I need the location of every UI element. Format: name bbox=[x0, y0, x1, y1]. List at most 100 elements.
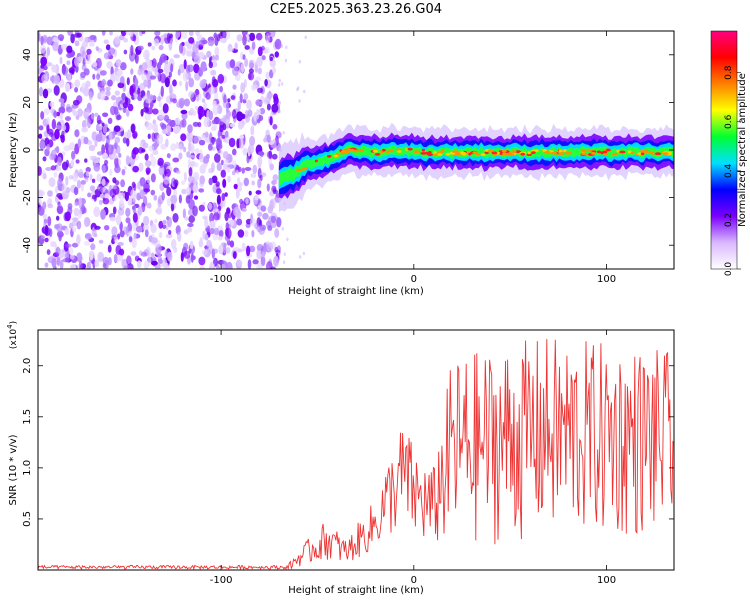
noise-speck bbox=[199, 175, 205, 185]
noise-speck bbox=[174, 125, 181, 134]
noise-speck bbox=[195, 105, 199, 110]
noise-speck bbox=[64, 227, 70, 236]
noise-speck bbox=[71, 150, 76, 160]
noise-speck bbox=[151, 45, 156, 51]
noise-speck bbox=[98, 239, 104, 244]
noise-speck bbox=[239, 93, 243, 104]
noise-speck bbox=[83, 68, 90, 76]
snr-plot-area bbox=[38, 339, 674, 570]
noise-speck bbox=[122, 102, 129, 109]
noise-speck bbox=[270, 215, 277, 224]
noise-speck bbox=[141, 251, 148, 257]
noise-speck bbox=[245, 198, 249, 205]
noise-speck bbox=[118, 248, 125, 256]
signal-hotspot bbox=[514, 150, 522, 154]
noise-speck bbox=[56, 256, 61, 267]
noise-speck bbox=[154, 218, 158, 224]
signal-hotspot bbox=[520, 152, 525, 156]
noise-speck bbox=[106, 136, 110, 147]
noise-speck bbox=[156, 133, 164, 145]
noise-speck bbox=[114, 136, 121, 144]
colorbar-tick-label: 0.4 bbox=[724, 163, 734, 178]
noise-speck bbox=[72, 172, 78, 182]
noise-speck bbox=[246, 245, 251, 257]
noise-speck bbox=[166, 153, 171, 159]
noise-speck bbox=[125, 217, 131, 224]
noise-speck bbox=[198, 256, 206, 266]
noise-speck bbox=[227, 166, 231, 173]
noise-speck bbox=[239, 138, 245, 149]
noise-speck bbox=[174, 117, 179, 126]
noise-speck bbox=[85, 108, 90, 116]
noise-speck bbox=[175, 142, 180, 150]
noise-speck bbox=[178, 152, 183, 160]
noise-speck bbox=[224, 130, 229, 138]
noise-speck bbox=[204, 217, 209, 228]
noise-speck bbox=[216, 188, 222, 195]
signal-hotspot bbox=[564, 151, 572, 155]
noise-speck bbox=[254, 194, 259, 201]
signal-hotspot bbox=[433, 153, 439, 157]
noise-speck bbox=[61, 183, 67, 194]
noise-speck bbox=[298, 59, 301, 64]
noise-speck bbox=[102, 263, 107, 269]
noise-speck bbox=[55, 146, 60, 154]
noise-speck bbox=[200, 61, 207, 72]
noise-speck bbox=[180, 251, 184, 262]
noise-speck bbox=[282, 131, 285, 135]
noise-speck bbox=[78, 168, 84, 178]
noise-speck bbox=[95, 57, 102, 69]
noise-speck bbox=[44, 237, 49, 243]
noise-speck bbox=[222, 151, 229, 159]
noise-speck bbox=[46, 46, 51, 56]
noise-speck bbox=[132, 165, 139, 173]
noise-speck bbox=[120, 31, 127, 37]
noise-speck bbox=[160, 85, 164, 97]
noise-speck bbox=[113, 254, 121, 263]
noise-speck bbox=[195, 40, 200, 49]
noise-speck bbox=[58, 98, 65, 103]
noise-speck bbox=[133, 232, 137, 240]
noise-speck bbox=[202, 155, 210, 164]
signal-hotspot bbox=[644, 149, 649, 153]
noise-speck bbox=[229, 123, 236, 128]
noise-speck bbox=[137, 45, 144, 51]
noise-speck bbox=[208, 61, 213, 69]
noise-speck bbox=[91, 131, 98, 141]
noise-speck bbox=[145, 49, 149, 60]
noise-speck bbox=[285, 45, 288, 50]
noise-speck bbox=[70, 159, 75, 168]
noise-speck bbox=[259, 107, 266, 115]
noise-speck bbox=[89, 173, 93, 181]
noise-speck bbox=[115, 58, 122, 67]
noise-speck bbox=[237, 166, 242, 173]
noise-speck bbox=[149, 95, 157, 101]
noise-speck bbox=[77, 108, 83, 117]
noise-speck bbox=[213, 212, 220, 221]
noise-speck bbox=[278, 109, 281, 114]
noise-speck bbox=[216, 162, 222, 172]
noise-speck bbox=[185, 195, 190, 204]
noise-speck bbox=[93, 163, 101, 172]
noise-speck bbox=[151, 260, 158, 266]
noise-speck bbox=[188, 77, 195, 88]
noise-speck bbox=[108, 47, 116, 55]
noise-speck bbox=[51, 118, 57, 130]
noise-speck bbox=[248, 190, 252, 196]
noise-speck bbox=[248, 68, 254, 74]
noise-speck bbox=[146, 91, 151, 102]
noise-speck bbox=[187, 141, 192, 153]
noise-speck bbox=[71, 65, 75, 75]
noise-speck bbox=[188, 166, 193, 177]
signal-hotspot bbox=[296, 168, 303, 172]
noise-speck bbox=[40, 35, 44, 46]
noise-speck bbox=[113, 236, 119, 244]
signal-hotspot bbox=[550, 151, 558, 155]
noise-speck bbox=[207, 143, 213, 151]
noise-speck bbox=[164, 168, 171, 178]
noise-speck bbox=[201, 98, 206, 103]
noise-speck bbox=[38, 133, 43, 139]
signal-hotspot bbox=[630, 151, 635, 155]
noise-speck bbox=[143, 215, 150, 226]
noise-speck bbox=[211, 136, 215, 145]
